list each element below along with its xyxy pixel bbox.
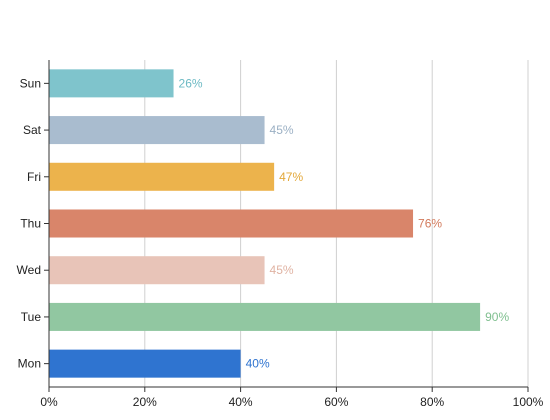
bar-mon	[49, 349, 241, 378]
data-label-sat: 45%	[270, 123, 294, 137]
bar-tue	[49, 302, 481, 331]
y-tick-label-mon: Mon	[18, 357, 41, 371]
x-tick-label: 0%	[40, 395, 58, 409]
bar-sat	[49, 116, 265, 145]
data-label-fri: 47%	[279, 170, 303, 184]
bar-sun	[49, 69, 174, 98]
data-label-mon: 40%	[246, 357, 270, 371]
y-tick-label-thu: Thu	[20, 217, 41, 231]
y-tick-label-sat: Sat	[23, 123, 42, 137]
y-tick-label-tue: Tue	[21, 310, 42, 324]
data-label-wed: 45%	[270, 263, 294, 277]
data-label-tue: 90%	[485, 310, 509, 324]
bar-wed	[49, 256, 265, 285]
data-label-sun: 26%	[179, 76, 203, 90]
labels: 0% 20% 40% 60% 80% 100% 40% Mon 90% Tue 45% Wed 76% T…	[17, 76, 544, 409]
x-tick-label: 80%	[420, 395, 444, 409]
y-tick-label-fri: Fri	[27, 170, 41, 184]
x-tick-label: 20%	[133, 395, 157, 409]
x-tick-label: 40%	[229, 395, 253, 409]
x-tick-label: 100%	[513, 395, 544, 409]
bar-thu	[49, 209, 414, 238]
bars	[49, 69, 481, 378]
bar-fri	[49, 162, 275, 191]
y-tick-label-wed: Wed	[17, 263, 41, 277]
x-tick-label: 60%	[324, 395, 348, 409]
data-label-thu: 76%	[418, 217, 442, 231]
axes	[44, 60, 529, 392]
y-tick-label-sun: Sun	[20, 76, 41, 90]
